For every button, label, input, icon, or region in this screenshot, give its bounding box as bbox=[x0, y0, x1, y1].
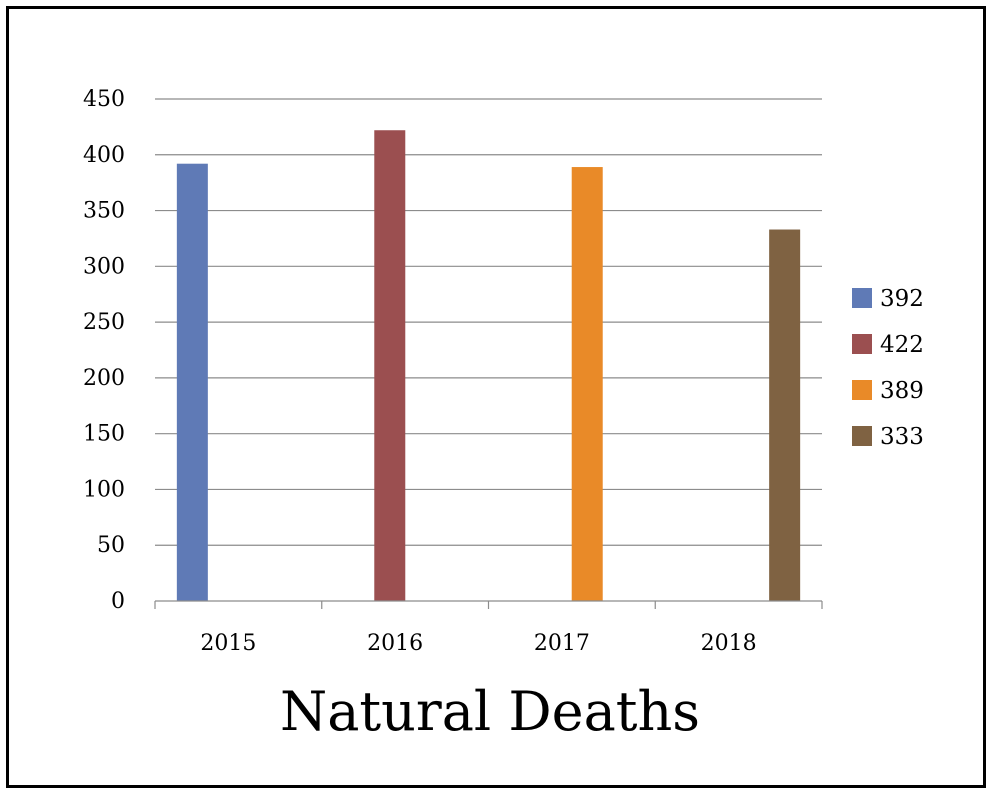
y-tick-label-350: 350 bbox=[83, 199, 125, 224]
x-axis-ticks bbox=[154, 601, 823, 609]
y-tick-label-150: 150 bbox=[83, 422, 125, 447]
x-tick-label-2016: 2016 bbox=[367, 631, 423, 656]
x-axis-tick-labels: 2015 2016 2017 2018 bbox=[200, 631, 756, 656]
bar-2018 bbox=[769, 229, 801, 601]
y-tick-label-250: 250 bbox=[83, 310, 125, 335]
legend-swatch-422 bbox=[852, 334, 872, 354]
x-tick-label-2015: 2015 bbox=[200, 631, 256, 656]
bar-2015 bbox=[176, 163, 208, 602]
legend-label-333: 333 bbox=[880, 424, 924, 450]
y-tick-label-300: 300 bbox=[83, 254, 125, 279]
bar-2017 bbox=[571, 167, 603, 601]
x-tick-label-2017: 2017 bbox=[534, 631, 590, 656]
legend-swatch-389 bbox=[852, 380, 872, 400]
y-tick-label-50: 50 bbox=[97, 533, 125, 558]
legend: 392 422 389 333 bbox=[852, 286, 924, 450]
bars bbox=[176, 130, 801, 602]
bar-2016 bbox=[374, 130, 406, 602]
y-tick-label-200: 200 bbox=[83, 366, 125, 391]
y-tick-label-400: 400 bbox=[83, 143, 125, 168]
legend-label-389: 389 bbox=[880, 378, 924, 404]
y-axis-tick-labels: 0 50 100 150 200 250 300 350 400 450 bbox=[83, 87, 125, 614]
y-tick-label-450: 450 bbox=[83, 87, 125, 112]
legend-swatch-333 bbox=[852, 426, 872, 446]
chart-title: Natural Deaths bbox=[280, 680, 700, 743]
x-tick-label-2018: 2018 bbox=[701, 631, 757, 656]
gridlines bbox=[155, 98, 822, 546]
y-tick-label-0: 0 bbox=[111, 589, 125, 614]
legend-label-422: 422 bbox=[880, 332, 924, 358]
legend-label-392: 392 bbox=[880, 286, 924, 312]
chart-frame bbox=[6, 6, 986, 788]
legend-swatch-392 bbox=[852, 288, 872, 308]
y-tick-label-100: 100 bbox=[83, 477, 125, 502]
